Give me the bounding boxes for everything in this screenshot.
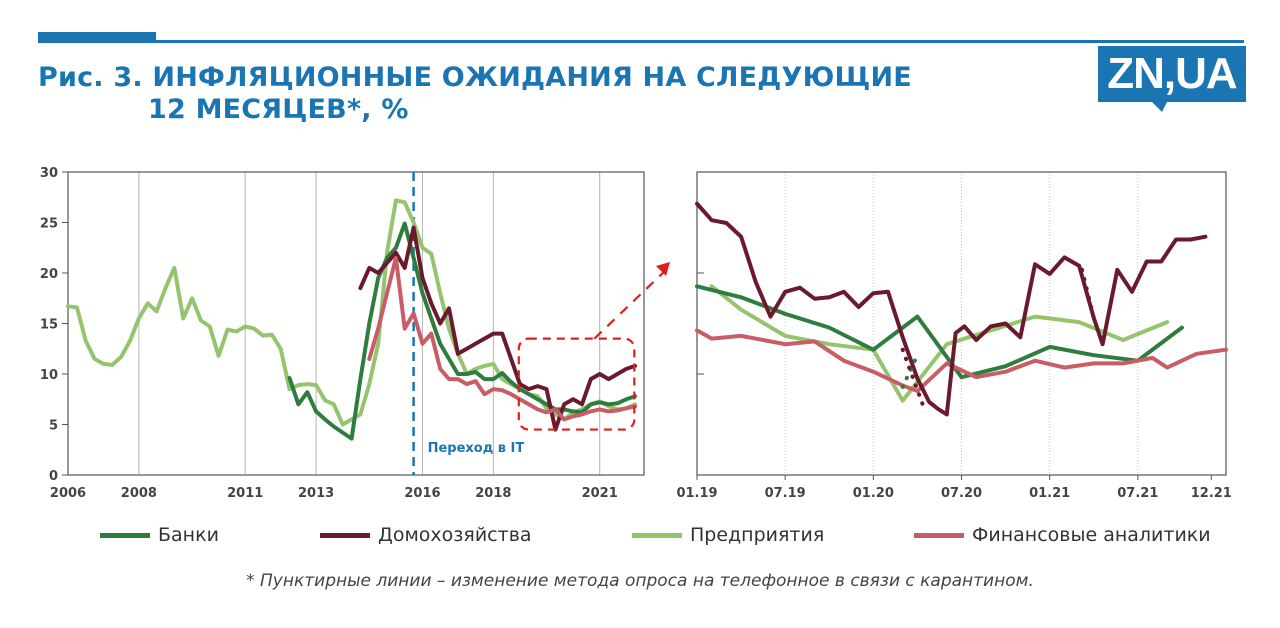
zoom-arrowhead-icon	[656, 262, 670, 276]
left-y-tick-5: 5	[49, 419, 58, 434]
zn-ua-logo[interactable]: ZN,UA	[1098, 46, 1246, 102]
legend-label-analysts: Финансовые аналитики	[972, 524, 1211, 546]
right-x-tick-12.21: 12.21	[1191, 486, 1232, 501]
header-accent-bar	[38, 32, 156, 42]
legend-swatch-analysts	[914, 532, 964, 538]
right-series-enterprises	[709, 284, 1170, 403]
right-x-tick-01.21: 01.21	[1029, 486, 1070, 501]
right-series-households	[695, 201, 1208, 417]
legend: Банки Домохозяйства Предприятия Финансов…	[0, 520, 1280, 550]
right-plot-frame	[696, 171, 1227, 476]
logo-tail-icon	[1150, 100, 1168, 112]
legend-swatch-banks	[100, 532, 150, 538]
left-plot-frame	[67, 171, 645, 476]
left-y-tick-30: 30	[40, 166, 58, 181]
left-y-tick-20: 20	[40, 267, 58, 282]
left-x-tick-2013: 2013	[298, 486, 334, 501]
left-x-tick-2016: 2016	[404, 486, 440, 501]
left-series-analysts	[367, 255, 638, 422]
right-dotted-banks-0	[900, 353, 920, 389]
left-series-households	[358, 225, 638, 432]
zoom-region-box	[517, 337, 636, 431]
legend-swatch-enterprises	[632, 532, 682, 538]
left-x-tick-2021: 2021	[582, 486, 618, 501]
left-series-enterprises	[66, 198, 638, 427]
left-y-tick-0: 0	[49, 469, 58, 484]
right-x-tick-07.21: 07.21	[1117, 486, 1158, 501]
title-line-2: 12 МЕСЯЦЕВ*, %	[148, 94, 409, 125]
left-x-tick-2011: 2011	[227, 486, 263, 501]
right-x-tick-07.20: 07.20	[941, 486, 982, 501]
right-series-analysts	[695, 328, 1228, 393]
legend-label-banks: Банки	[158, 524, 219, 546]
left-y-tick-15: 15	[40, 318, 58, 333]
legend-item-households: Домохозяйства	[320, 520, 532, 550]
left-series-banks	[287, 221, 638, 441]
right-x-tick-07.19: 07.19	[765, 486, 806, 501]
legend-label-enterprises: Предприятия	[690, 524, 825, 546]
title-line-1: Рис. 3. ИНФЛЯЦИОННЫЕ ОЖИДАНИЯ НА СЛЕДУЮЩ…	[38, 62, 912, 93]
legend-swatch-households	[320, 532, 370, 538]
header-rule	[38, 40, 1244, 43]
legend-item-banks: Банки	[100, 520, 219, 550]
legend-item-enterprises: Предприятия	[632, 520, 824, 550]
left-y-tick-25: 25	[40, 217, 58, 232]
legend-item-analysts: Финансовые аналитики	[914, 520, 1211, 550]
left-x-tick-2018: 2018	[475, 486, 511, 501]
chart-title: Рис. 3. ИНФЛЯЦИОННЫЕ ОЖИДАНИЯ НА СЛЕДУЮЩ…	[38, 62, 1038, 126]
legend-label-households: Домохозяйства	[378, 524, 532, 546]
right-series-banks	[695, 284, 1184, 380]
right-dotted-households-1	[900, 347, 927, 413]
left-x-tick-2008: 2008	[121, 486, 157, 501]
right-x-tick-01.20: 01.20	[853, 486, 894, 501]
right-x-tick-01.19: 01.19	[676, 486, 717, 501]
footnote: * Пунктирные линии – изменение метода оп…	[246, 571, 1034, 591]
it-transition-label: Переход в IT	[428, 441, 525, 456]
left-y-tick-10: 10	[40, 368, 58, 383]
zoom-pointer-line	[593, 267, 669, 340]
left-x-tick-2006: 2006	[50, 486, 86, 501]
right-dotted-households-2	[1080, 267, 1096, 320]
